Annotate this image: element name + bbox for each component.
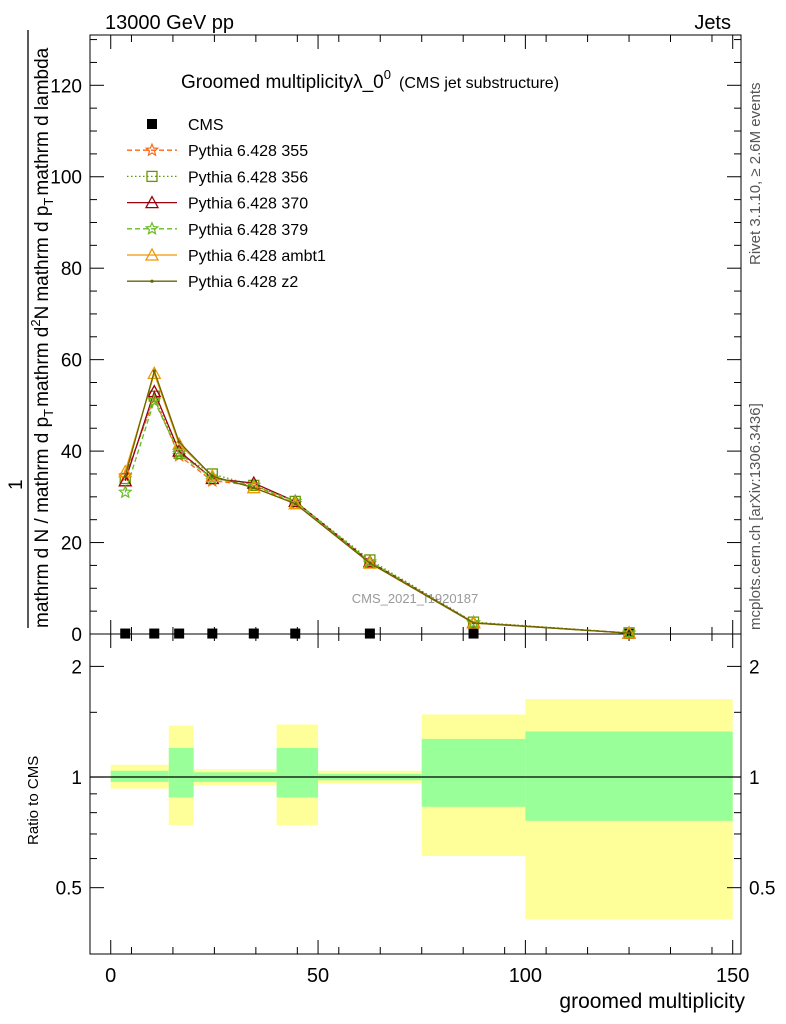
data-point-marker — [144, 221, 160, 235]
data-point-marker — [364, 628, 375, 639]
ratio-stat-band-6 — [525, 731, 733, 821]
data-point-marker — [147, 119, 157, 129]
data-point-marker — [205, 468, 220, 482]
series-6 — [123, 368, 631, 635]
legend-entry-3: Pythia 6.428 370 — [127, 195, 308, 213]
data-point-marker — [621, 625, 637, 640]
data-point-marker — [174, 628, 185, 639]
data-point-marker — [117, 484, 133, 499]
x-tick-label: 0 — [105, 965, 116, 987]
mcplots-label: mcplots.cern.ch [arXiv:1306.3436] — [747, 403, 764, 630]
data-point-marker — [144, 247, 160, 261]
series-layer — [117, 366, 637, 640]
legend-entry-0: CMS — [147, 117, 224, 134]
data-point-marker — [144, 142, 160, 157]
header-jets-label: Jets — [694, 12, 731, 34]
data-point-marker — [466, 615, 481, 629]
data-point-marker — [471, 621, 476, 625]
ratio-y-tick-label: 2 — [71, 657, 82, 678]
series-line — [124, 394, 630, 634]
data-point-marker — [150, 279, 154, 283]
main-y-tick-label: 20 — [61, 534, 82, 555]
data-point-marker — [120, 628, 131, 639]
header-energy-label: 13000 GeV pp — [105, 12, 234, 34]
legend-label: Pythia 6.428 ambt1 — [188, 248, 326, 265]
x-tick-label: 100 — [509, 965, 542, 987]
data-point-marker — [144, 195, 160, 209]
ratio-y-tick-label-right: 1 — [749, 768, 760, 789]
data-point-marker — [205, 471, 220, 485]
main-y-axis-label: 1 mathrm d N / mathrm d pTmathrm d2Nmath… — [6, 30, 56, 628]
x-tick-label: 50 — [307, 965, 329, 987]
ratio-stat-band-3 — [276, 747, 319, 798]
chart-title-main: Groomed multiplicityλ_0 — [181, 72, 384, 93]
data-point-marker — [627, 631, 631, 635]
ratio-y-tick-label: 0.5 — [56, 879, 82, 900]
main-y-tick-label: 80 — [61, 259, 82, 280]
data-point-marker — [146, 170, 158, 183]
ratio-y-axis-label: Ratio to CMS — [25, 756, 42, 845]
legend-label: Pythia 6.428 370 — [188, 196, 308, 213]
ratio-y-tick-label-right: 2 — [749, 657, 760, 678]
legend-entry-4: Pythia 6.428 379 — [127, 221, 308, 239]
ratio-y-tick-label-right: 0.5 — [749, 879, 775, 900]
data-point-marker — [152, 369, 156, 373]
data-point-marker — [252, 486, 256, 490]
legend-entry-6: Pythia 6.428 z2 — [127, 274, 298, 291]
data-point-marker — [147, 393, 162, 407]
legend: CMS Pythia 6.428 355 Pythia 6.428 356 Pythi… — [127, 117, 326, 291]
data-point-marker — [288, 494, 303, 508]
main-y-tick-label: 100 — [50, 168, 82, 189]
data-point-marker — [147, 366, 162, 380]
axes-layer: 0 20 40 60 80 100 120 0 50 100 150 0.5 0.5 1 1 2 2 — [50, 35, 775, 987]
legend-label: Pythia 6.428 z2 — [188, 274, 298, 291]
chart-title-suffix: (CMS jet substructure) — [399, 75, 559, 92]
main-y-tick-label: 0 — [71, 625, 82, 646]
data-point-marker — [177, 440, 181, 444]
chart-title: Groomed multiplicityλ_00 (CMS jet substru… — [181, 67, 559, 93]
data-point-marker — [149, 628, 160, 639]
main-y-tick-label: 60 — [61, 351, 82, 372]
ratio-stat-band-0 — [110, 770, 169, 782]
main-y-tick-label: 120 — [50, 76, 82, 97]
ylabel-denominator: mathrm d N / mathrm d pTmathrm d2Nmathrm… — [28, 47, 56, 628]
data-point-marker — [293, 502, 297, 506]
ylabel-numerator-one: 1 — [6, 479, 27, 490]
data-point-marker — [362, 555, 377, 569]
legend-label: Pythia 6.428 355 — [188, 143, 308, 160]
data-point-marker — [290, 628, 301, 639]
main-y-tick-label: 40 — [61, 442, 82, 463]
chart-title-superscript: 0 — [384, 67, 391, 82]
data-point-marker — [147, 384, 162, 398]
x-axis-label: groomed multiplicity — [559, 990, 745, 1013]
legend-label: Pythia 6.428 379 — [188, 222, 308, 239]
data-point-marker — [171, 445, 187, 460]
data-point-marker — [210, 474, 214, 478]
data-point-marker — [207, 628, 218, 639]
legend-label: CMS — [188, 117, 224, 134]
x-tick-label: 150 — [716, 965, 749, 987]
data-point-marker — [172, 436, 187, 450]
data-point-marker — [123, 474, 127, 478]
data-point-marker — [368, 561, 372, 565]
ratio-stat-band-5 — [421, 738, 526, 807]
ratio-y-tick-label: 1 — [71, 768, 82, 789]
data-point-marker — [468, 628, 479, 639]
legend-entry-1: Pythia 6.428 355 — [127, 142, 308, 160]
ratio-stat-band-1 — [168, 747, 194, 798]
rivet-version-label: Rivet 3.1.10, ≥ 2.6M events — [747, 83, 764, 266]
legend-entry-2: Pythia 6.428 356 — [127, 169, 308, 186]
data-point-marker — [248, 628, 259, 639]
legend-label: Pythia 6.428 356 — [188, 169, 308, 186]
ratio-bands-layer — [90, 699, 741, 920]
legend-entry-5: Pythia 6.428 ambt1 — [127, 247, 326, 265]
analysis-watermark: CMS_2021_I1920187 — [352, 591, 479, 606]
